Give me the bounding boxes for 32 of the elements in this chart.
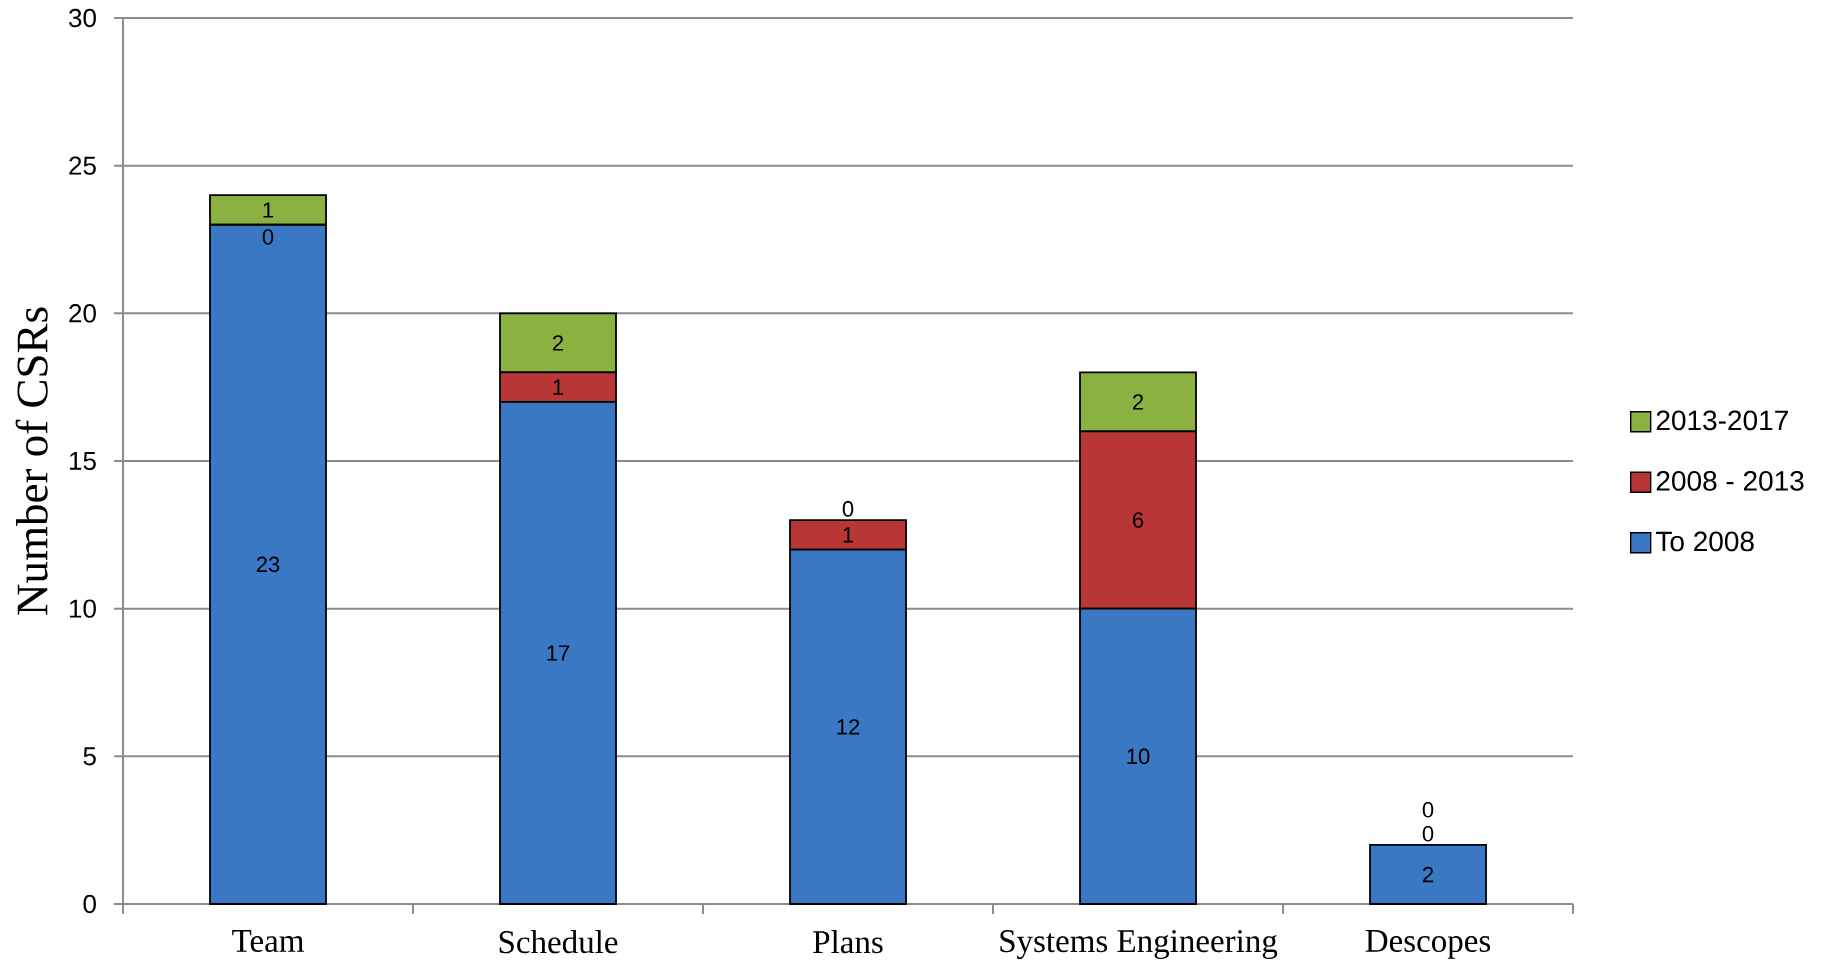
data-label: 1 — [843, 527, 854, 543]
legend-label: 2013-2017 — [1656, 410, 1788, 431]
y-tick-label: 20 — [69, 304, 96, 323]
y-tick-label: 25 — [69, 156, 96, 175]
data-label: 2 — [1423, 866, 1434, 883]
legend-label: 2008 - 2013 — [1656, 470, 1804, 491]
data-label: 17 — [547, 645, 570, 661]
data-label: 1 — [263, 202, 274, 218]
data-label: 6 — [1133, 512, 1144, 528]
x-tick-label: Systems Engineering — [1000, 930, 1278, 960]
data-label: 0 — [1422, 801, 1434, 818]
y-tick-label: 5 — [83, 747, 96, 766]
x-tick-label: Descopes — [1365, 930, 1491, 959]
bar — [1369, 844, 1487, 905]
data-label: 0 — [262, 229, 274, 245]
y-axis-title: Number of CSRs — [15, 307, 48, 615]
x-tick-label: Schedule — [499, 930, 618, 954]
y-tick-label: 30 — [69, 8, 96, 28]
data-label: 23 — [256, 556, 280, 573]
data-label: 10 — [1127, 748, 1150, 765]
data-label: 0 — [842, 501, 854, 517]
x-tick-label: Team — [232, 930, 304, 952]
data-label: 0 — [1422, 825, 1434, 842]
y-tick-label: 15 — [69, 451, 96, 471]
y-tick-label: 10 — [69, 599, 96, 618]
y-tick-label: 0 — [83, 894, 96, 914]
data-label: 2 — [1133, 394, 1144, 410]
data-label: 12 — [837, 719, 860, 735]
legend-label: To 2008 — [1656, 531, 1754, 552]
x-tick-label: Plans — [813, 930, 883, 954]
data-label: 2 — [552, 335, 564, 351]
data-label: 1 — [553, 379, 564, 395]
